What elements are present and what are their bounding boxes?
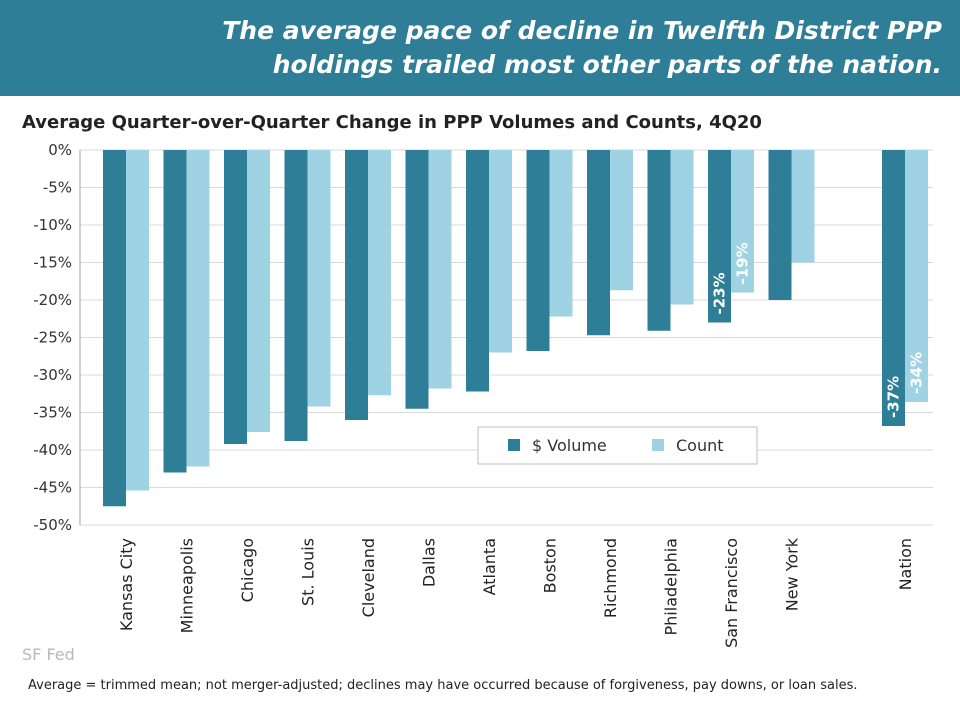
y-tick-label: -25% bbox=[33, 329, 72, 347]
x-category-label: Atlanta bbox=[480, 538, 499, 595]
x-category-label: Kansas City bbox=[117, 538, 136, 631]
bar-count bbox=[610, 150, 633, 291]
data-label: -19% bbox=[734, 242, 752, 284]
data-label: -37% bbox=[885, 376, 903, 418]
bar-volume bbox=[345, 150, 368, 420]
y-tick-label: 0% bbox=[48, 141, 72, 159]
y-tick-label: -45% bbox=[33, 479, 72, 497]
bar-count bbox=[428, 150, 452, 389]
bar-volume bbox=[224, 150, 247, 444]
data-label: -34% bbox=[908, 352, 926, 394]
x-category-label: Chicago bbox=[238, 538, 257, 602]
y-tick-label: -10% bbox=[33, 216, 72, 234]
bar-volume bbox=[647, 150, 671, 331]
sf-fed-watermark: SF Fed bbox=[22, 645, 75, 664]
bar-count bbox=[670, 150, 694, 305]
bar-count bbox=[247, 150, 270, 432]
y-tick-label: -20% bbox=[33, 291, 72, 309]
title-banner: The average pace of decline in Twelfth D… bbox=[0, 0, 960, 96]
x-category-label: St. Louis bbox=[299, 538, 318, 606]
bar-volume bbox=[882, 150, 905, 426]
y-tick-label: -15% bbox=[33, 254, 72, 272]
legend-box bbox=[477, 426, 758, 465]
y-tick-label: -50% bbox=[33, 516, 72, 534]
bar-count bbox=[905, 150, 928, 402]
headline-line-1: The average pace of decline in Twelfth D… bbox=[222, 16, 942, 45]
bar-count bbox=[731, 150, 754, 293]
bar-volume bbox=[103, 150, 126, 507]
bar-volume bbox=[587, 150, 610, 336]
chart-title: Average Quarter-over-Quarter Change in P… bbox=[22, 112, 762, 133]
legend-swatch-volume bbox=[508, 439, 520, 451]
y-tick-label: -5% bbox=[43, 179, 72, 197]
x-category-label: Dallas bbox=[420, 538, 439, 587]
y-tick-label: -30% bbox=[33, 366, 72, 384]
bar-volume bbox=[526, 150, 550, 351]
x-category-label: San Francisco bbox=[722, 538, 741, 648]
bar-count bbox=[368, 150, 391, 396]
y-tick-label: -40% bbox=[33, 441, 72, 459]
bar-volume bbox=[163, 150, 187, 473]
x-category-label: Nation bbox=[896, 538, 915, 590]
bar-count bbox=[549, 150, 573, 317]
x-category-label: Cleveland bbox=[359, 538, 378, 617]
footnote: Average = trimmed mean; not merger-adjus… bbox=[28, 678, 858, 693]
headline: The average pace of decline in Twelfth D… bbox=[42, 14, 942, 82]
bar-volume bbox=[466, 150, 489, 392]
bar-volume bbox=[405, 150, 429, 409]
bar-volume bbox=[284, 150, 308, 441]
bar-count bbox=[126, 150, 149, 491]
x-category-label: New York bbox=[783, 537, 802, 611]
bar-count bbox=[307, 150, 331, 407]
data-label: -23% bbox=[711, 272, 729, 314]
bar-volume bbox=[768, 150, 792, 300]
x-category-label: Philadelphia bbox=[662, 538, 681, 635]
headline-line-2: holdings trailed most other parts of the… bbox=[272, 50, 942, 79]
bar-volume bbox=[708, 150, 731, 323]
legend-label-volume: $ Volume bbox=[532, 436, 607, 455]
x-category-label: Richmond bbox=[601, 538, 620, 618]
x-category-label: Minneapolis bbox=[178, 538, 197, 633]
bar-count bbox=[489, 150, 512, 353]
bar-count bbox=[186, 150, 210, 467]
y-tick-label: -35% bbox=[33, 404, 72, 422]
bar-chart: 0% -5% -10% -15% -20% -25% -30% -35% -40% -45% -50… bbox=[33, 141, 933, 648]
x-category-label: Boston bbox=[541, 538, 560, 593]
legend-label-count: Count bbox=[676, 436, 724, 455]
bar-count bbox=[791, 150, 815, 263]
legend-swatch-count bbox=[652, 439, 664, 451]
